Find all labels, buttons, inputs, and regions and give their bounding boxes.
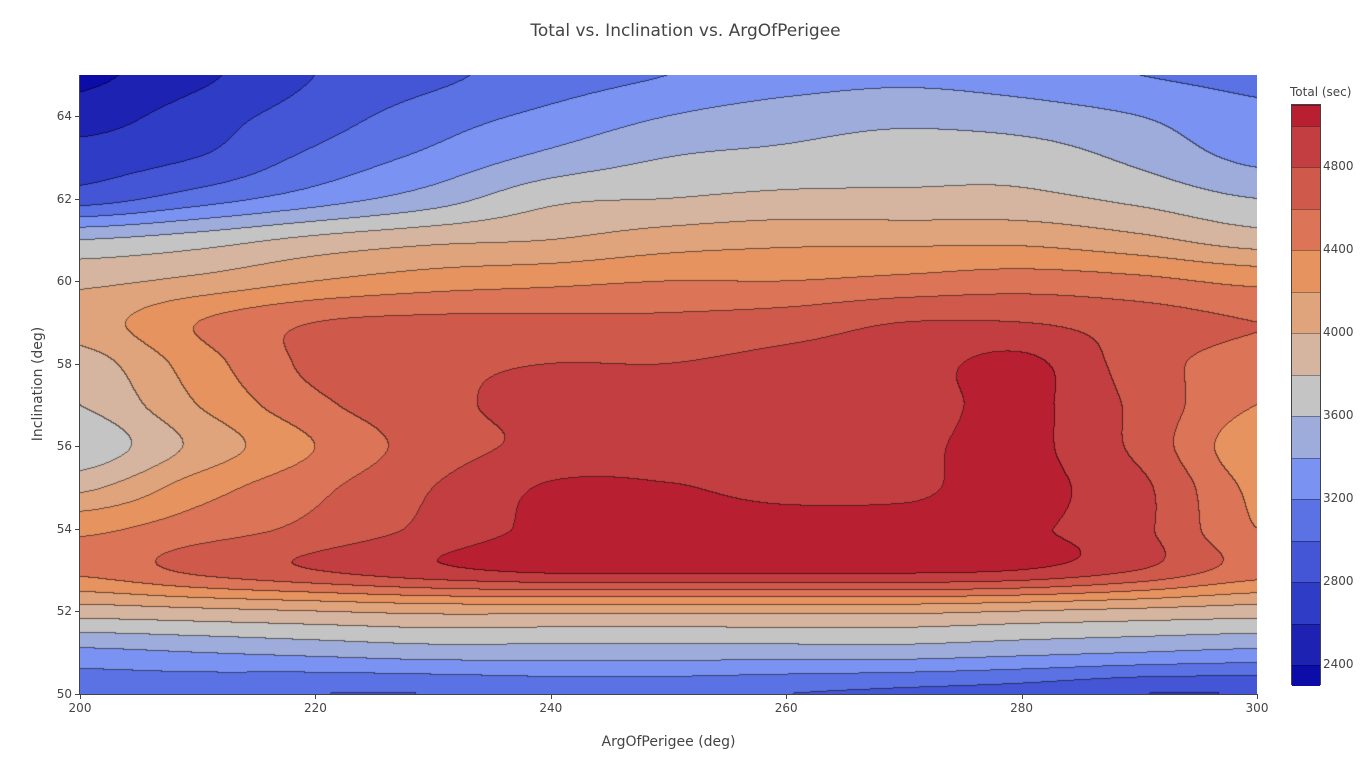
y-tick-label: 64 bbox=[56, 109, 72, 124]
colorbar-band bbox=[1292, 291, 1320, 334]
colorbar-band bbox=[1292, 333, 1320, 375]
y-tick-label: 56 bbox=[56, 439, 72, 454]
y-tick-mark bbox=[75, 611, 80, 613]
colorbar-tick-label: 2800 bbox=[1323, 574, 1354, 589]
y-tick-label: 62 bbox=[56, 191, 72, 206]
colorbar-band bbox=[1292, 167, 1320, 209]
colorbar-band bbox=[1292, 250, 1320, 292]
x-tick-label: 300 bbox=[1245, 701, 1269, 715]
contour-plot-area[interactable] bbox=[80, 75, 1257, 694]
x-tick-label: 220 bbox=[303, 701, 327, 715]
colorbar-band bbox=[1292, 665, 1320, 686]
contour-fill bbox=[80, 75, 1257, 694]
y-tick-mark bbox=[75, 528, 80, 530]
colorbar bbox=[1291, 104, 1321, 686]
y-tick-mark bbox=[75, 116, 80, 118]
colorbar-tick-label: 4000 bbox=[1323, 325, 1354, 340]
x-tick-mark bbox=[1021, 694, 1023, 699]
x-tick-mark bbox=[1257, 694, 1258, 699]
x-tick-label: 240 bbox=[539, 701, 563, 715]
x-axis-line bbox=[80, 694, 1257, 695]
colorbar-band bbox=[1292, 416, 1320, 458]
y-tick-mark bbox=[75, 694, 80, 695]
x-axis-title: ArgOfPerigee (deg) bbox=[601, 734, 736, 750]
colorbar-band bbox=[1292, 105, 1320, 126]
y-tick-label: 58 bbox=[56, 356, 72, 371]
y-tick-label: 52 bbox=[56, 604, 72, 619]
y-tick-label: 60 bbox=[56, 274, 72, 289]
colorbar-tick-label: 3200 bbox=[1323, 491, 1354, 506]
colorbar-band bbox=[1292, 208, 1320, 251]
colorbar-band bbox=[1292, 457, 1320, 500]
colorbar-band bbox=[1292, 125, 1320, 168]
x-tick-mark bbox=[315, 694, 317, 699]
y-axis-line bbox=[79, 75, 80, 695]
colorbar-band bbox=[1292, 540, 1320, 583]
y-axis-title: Inclination (deg) bbox=[30, 326, 46, 442]
colorbar-tick-label: 3600 bbox=[1323, 408, 1354, 423]
x-tick-label: 200 bbox=[68, 701, 92, 715]
x-tick-mark bbox=[786, 694, 788, 699]
x-tick-mark bbox=[80, 694, 81, 699]
y-tick-label: 54 bbox=[56, 521, 72, 536]
y-tick-label: 50 bbox=[56, 687, 72, 701]
y-tick-mark bbox=[75, 198, 80, 200]
colorbar-band bbox=[1292, 499, 1320, 541]
colorbar-tick-label: 2400 bbox=[1323, 657, 1354, 672]
y-tick-mark bbox=[75, 281, 80, 283]
colorbar-title: Total (sec) bbox=[1290, 85, 1352, 99]
x-tick-label: 260 bbox=[774, 701, 798, 715]
colorbar-band bbox=[1292, 623, 1320, 666]
x-tick-label: 280 bbox=[1010, 701, 1034, 715]
y-tick-mark bbox=[75, 363, 80, 365]
colorbar-band bbox=[1292, 374, 1320, 417]
chart-title: Total vs. Inclination vs. ArgOfPerigee bbox=[530, 21, 841, 41]
colorbar-tick-label: 4400 bbox=[1323, 242, 1354, 257]
y-tick-mark bbox=[75, 446, 80, 448]
x-tick-mark bbox=[550, 694, 552, 699]
colorbar-band bbox=[1292, 582, 1320, 624]
colorbar-tick-label: 4800 bbox=[1323, 159, 1354, 174]
